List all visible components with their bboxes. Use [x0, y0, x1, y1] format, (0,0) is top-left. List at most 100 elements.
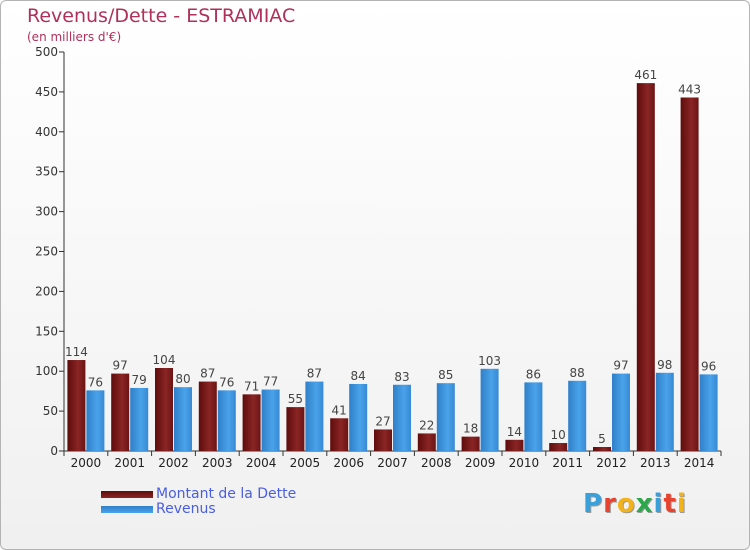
bar-revenue [393, 384, 411, 451]
bar-debt [417, 433, 436, 451]
bar-revenue [86, 390, 105, 451]
value-label-revenue: 83 [394, 370, 409, 384]
y-tick-label: 100 [35, 364, 58, 378]
x-tick-label: 2009 [465, 456, 496, 470]
value-label-debt: 5 [598, 432, 606, 446]
x-tick-label: 2010 [509, 456, 540, 470]
x-tick-label: 2000 [71, 456, 102, 470]
axes: 0 50 100 150 200 250 300 350 400 450 500 2000 2001 20… [35, 45, 722, 470]
bar-debt [549, 443, 568, 451]
legend-swatch-debt [101, 491, 153, 498]
bar-debt [67, 360, 86, 451]
x-tick-label: 2006 [333, 456, 364, 470]
value-label-debt: 461 [634, 68, 657, 82]
x-tick-label: 2008 [421, 456, 452, 470]
bar-revenue [655, 372, 674, 451]
value-label-revenue: 96 [701, 359, 716, 373]
bar-revenue [436, 383, 455, 451]
x-tick-label: 2005 [290, 456, 321, 470]
y-tick-label: 50 [43, 404, 58, 418]
bar-debt [505, 439, 524, 451]
value-label-debt: 18 [463, 422, 478, 436]
bar-debt [461, 436, 480, 451]
logo-letter: P [583, 489, 604, 519]
value-label-revenue: 76 [88, 375, 103, 389]
chart-subtitle: (en milliers d'€) [27, 30, 122, 44]
bar-revenue [130, 387, 149, 451]
value-label-debt: 27 [375, 414, 390, 428]
bar-debt [330, 418, 349, 451]
x-tick-label: 2012 [596, 456, 627, 470]
x-tick-label: 2001 [114, 456, 145, 470]
bar-debt [286, 407, 305, 451]
value-label-debt: 14 [507, 425, 522, 439]
value-label-debt: 22 [419, 418, 434, 432]
x-tick-label: 2013 [640, 456, 671, 470]
value-label-debt: 71 [244, 379, 259, 393]
y-tick-label: 500 [35, 45, 58, 59]
value-label-revenue: 87 [307, 367, 322, 381]
logo-letter: i [676, 489, 687, 519]
bar-revenue [480, 368, 499, 451]
x-tick-label: 2002 [158, 456, 189, 470]
value-label-revenue: 80 [175, 372, 190, 386]
value-label-debt: 87 [200, 367, 215, 381]
x-tick-label: 2004 [246, 456, 277, 470]
bar-revenue [217, 390, 236, 451]
value-label-debt: 443 [678, 82, 701, 96]
value-label-debt: 114 [65, 345, 88, 359]
bar-debt [242, 394, 261, 451]
value-label-revenue: 86 [526, 367, 541, 381]
y-tick-label: 300 [35, 205, 58, 219]
y-tick-label: 350 [35, 165, 58, 179]
value-label-revenue: 77 [263, 375, 278, 389]
bar-revenue [568, 380, 587, 451]
bar-revenue [261, 389, 280, 451]
value-label-revenue: 84 [351, 369, 366, 383]
x-tick-label: 2011 [552, 456, 583, 470]
logo-letter: r [603, 489, 617, 519]
value-label-revenue: 98 [657, 358, 672, 372]
bar-debt [111, 373, 130, 451]
bar-revenue [349, 383, 368, 451]
bar-debt [593, 447, 611, 451]
bar-revenue [699, 374, 718, 451]
x-tick-label: 2007 [377, 456, 408, 470]
proxiti-logo: Proxiti [583, 489, 687, 519]
bar-debt [155, 368, 173, 451]
y-tick-label: 0 [50, 444, 58, 458]
value-label-revenue: 103 [478, 354, 501, 368]
x-tick-label: 2014 [684, 456, 715, 470]
y-tick-label: 400 [35, 125, 58, 139]
y-tick-label: 150 [35, 324, 58, 338]
logo-letter: t [663, 489, 677, 519]
value-label-debt: 41 [332, 403, 347, 417]
y-tick-label: 450 [35, 85, 58, 99]
logo-letter: x [635, 489, 654, 519]
x-tick-label: 2003 [202, 456, 233, 470]
bar-debt [374, 429, 392, 451]
bar-debt [198, 381, 217, 451]
value-label-debt: 55 [288, 392, 303, 406]
y-tick-label: 250 [35, 245, 58, 259]
value-label-revenue: 85 [438, 368, 453, 382]
bar-debt [636, 83, 655, 451]
value-label-revenue: 88 [570, 366, 585, 380]
chart-title: Revenus/Dette - ESTRAMIAC [27, 5, 296, 27]
bars [67, 83, 718, 452]
bar-revenue [524, 382, 543, 451]
legend-swatch-revenue [101, 506, 153, 513]
logo-letter: o [616, 489, 636, 519]
legend-label-debt: Montant de la Dette [156, 486, 297, 502]
bar-revenue [305, 381, 324, 451]
value-label-debt: 10 [551, 428, 566, 442]
value-labels: 114 76 97 79 104 80 87 76 71 77 55 87 41 84 27 83 22 85 18… [65, 68, 716, 446]
legend-label-revenue: Revenus [156, 501, 216, 517]
bar-revenue [612, 373, 630, 451]
bar-revenue [174, 387, 192, 451]
logo-letter: i [653, 489, 664, 519]
value-label-revenue: 97 [613, 359, 628, 373]
value-label-revenue: 76 [219, 375, 234, 389]
